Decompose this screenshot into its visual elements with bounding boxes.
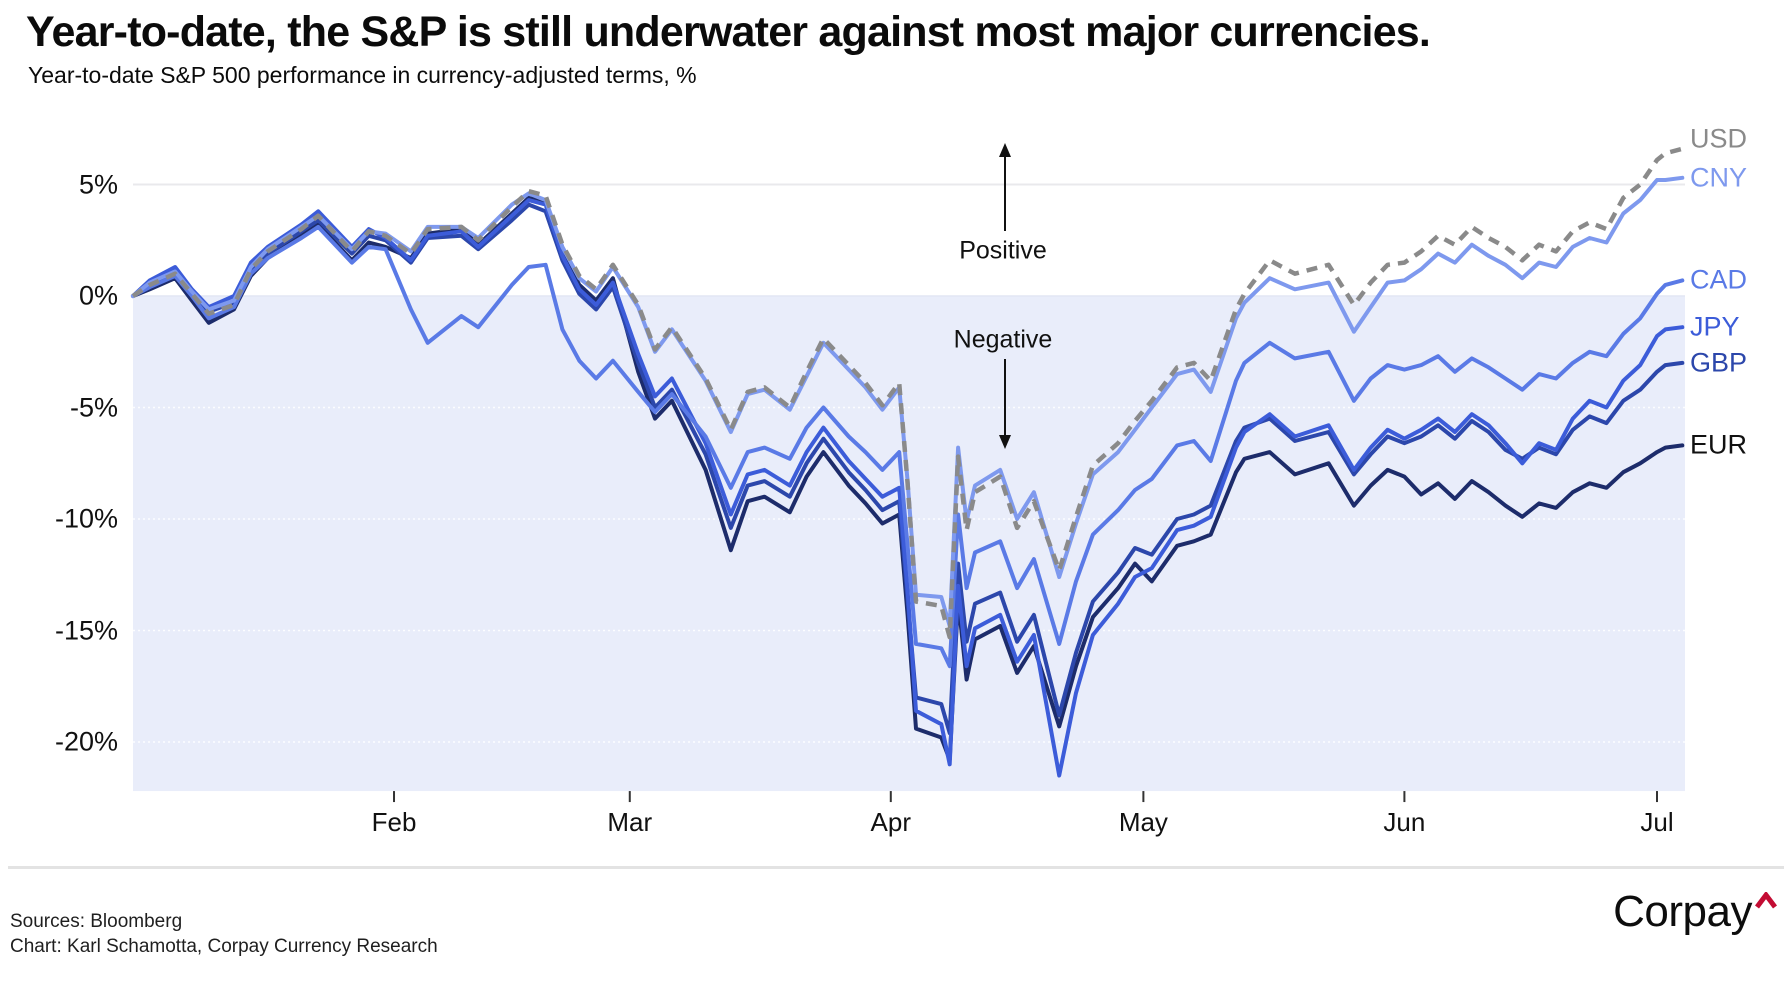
negative-annotation: Negative: [953, 325, 1053, 354]
series-label-gbp: GBP: [1690, 347, 1748, 378]
sources-text: Sources: Bloomberg: [10, 911, 183, 932]
page-subtitle: Year-to-date S&P 500 performance in curr…: [28, 62, 697, 88]
y-axis-label: -15%: [54, 615, 118, 645]
x-axis-label: Apr: [870, 807, 912, 838]
x-axis-label: Jun: [1383, 807, 1426, 838]
y-axis-label: -20%: [54, 726, 118, 757]
series-label-cad: CAD: [1690, 264, 1748, 295]
series-line-usd: [131, 146, 1683, 640]
positive-annotation: Positive: [959, 236, 1047, 265]
corpay-logo: Corpay: [1613, 890, 1778, 934]
credit-text: Chart: Karl Schamotta, Corpay Currency R…: [10, 936, 438, 957]
x-axis-label: Feb: [371, 807, 417, 838]
x-axis-label: Jul: [1640, 807, 1674, 838]
series-line-cad: [131, 224, 1685, 669]
corpay-caret-icon: [1755, 892, 1777, 909]
series-label-usd: USD: [1690, 123, 1748, 154]
corpay-logo-text: Corpay: [1613, 887, 1752, 936]
y-axis-label: 0%: [78, 280, 118, 311]
series-label-jpy: JPY: [1690, 311, 1740, 342]
x-axis-label: Mar: [607, 807, 653, 838]
series-label-cny: CNY: [1690, 162, 1748, 193]
y-axis-label: -10%: [54, 503, 118, 534]
y-axis-label: -5%: [69, 392, 118, 422]
up-arrow-head: [999, 143, 1011, 157]
y-axis-label: 5%: [78, 169, 118, 199]
x-axis-label: May: [1118, 807, 1168, 838]
page-title: Year-to-date, the S&P is still underwate…: [26, 8, 1431, 56]
down-arrow-head: [999, 435, 1011, 449]
footer-divider: [8, 866, 1784, 869]
series-line-jpy: [131, 198, 1685, 778]
series-label-eur: EUR: [1690, 429, 1748, 460]
